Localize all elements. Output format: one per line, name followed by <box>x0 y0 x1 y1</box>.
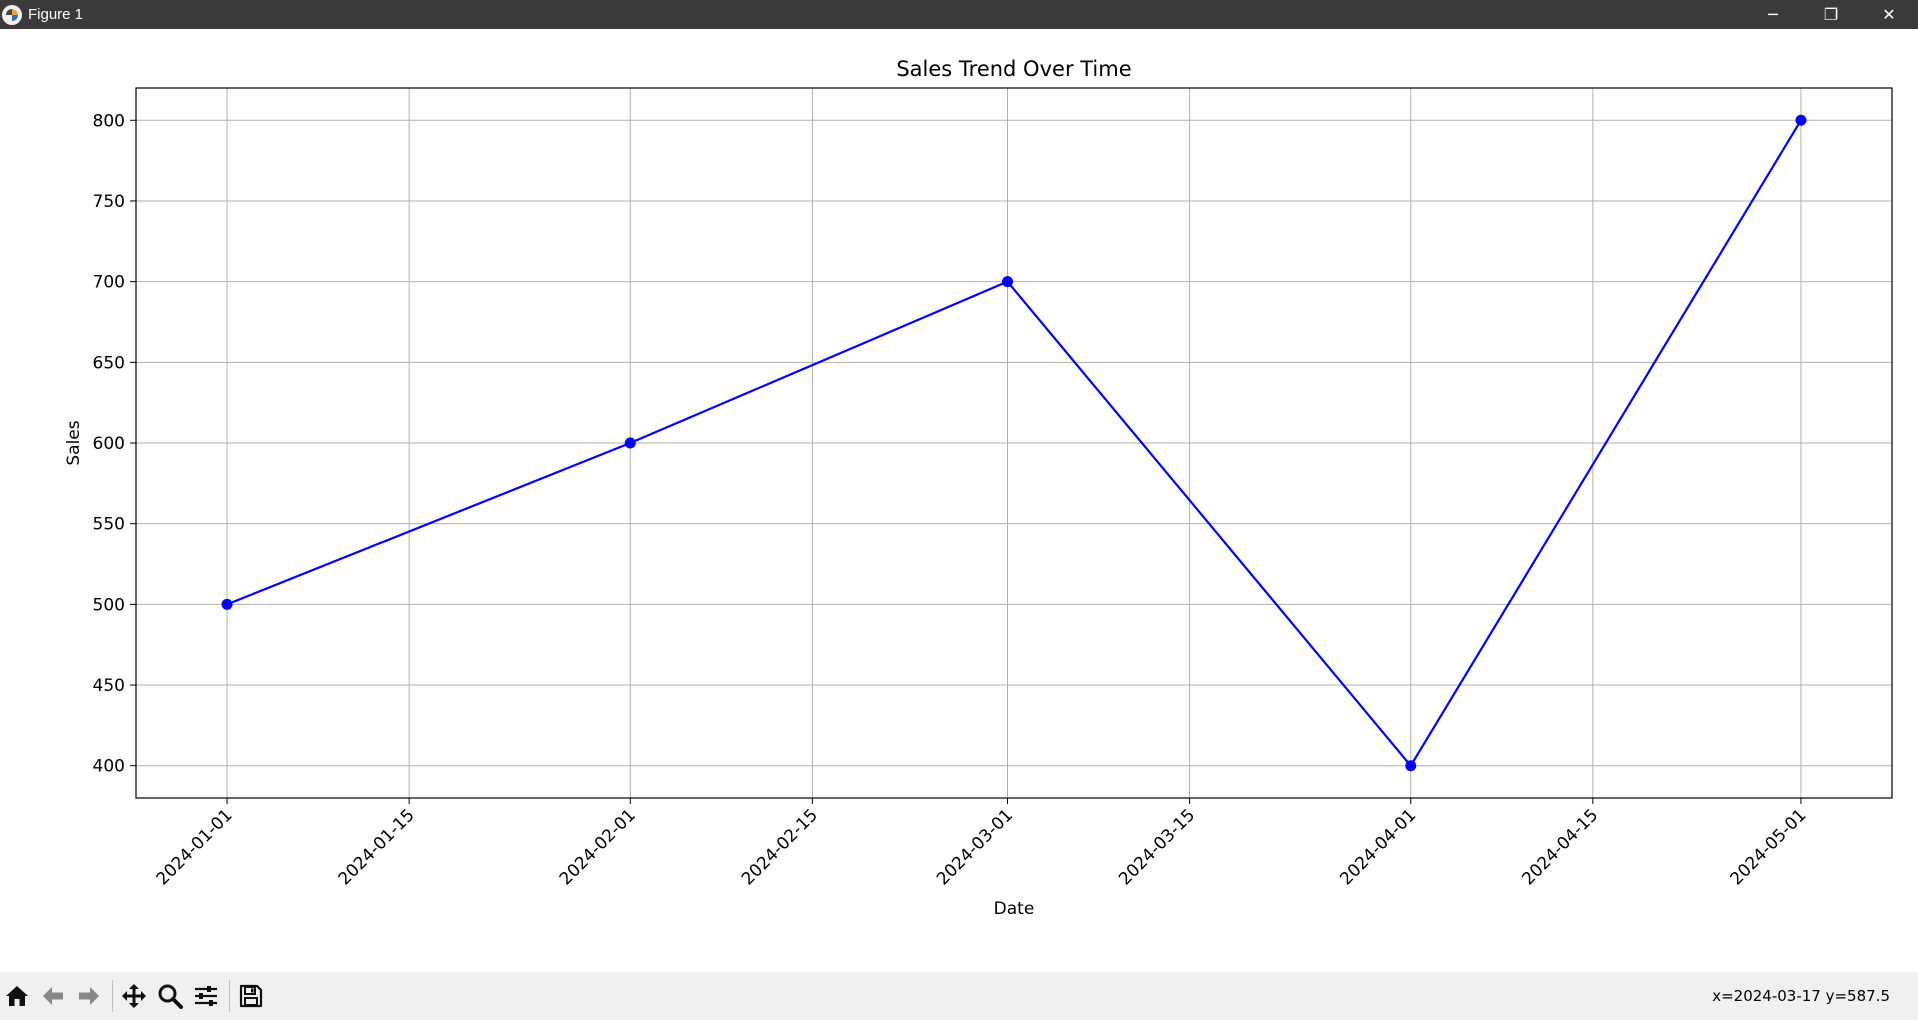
data-point <box>1405 760 1417 772</box>
y-axis-label: Sales <box>64 420 84 465</box>
y-tick-label: 750 <box>93 192 125 212</box>
chart-title: Sales Trend Over Time <box>896 57 1131 81</box>
x-tick-label: 2024-05-01 <box>1726 805 1810 889</box>
x-tick-label: 2024-04-01 <box>1336 805 1420 889</box>
maximize-button[interactable]: ❐ <box>1823 5 1839 24</box>
pan-button[interactable] <box>117 976 151 1016</box>
forward-button[interactable] <box>72 976 106 1016</box>
toolbar-separator <box>112 980 113 1012</box>
grid-lines <box>136 88 1892 798</box>
configure-subplots-icon <box>195 986 217 1006</box>
zoom-icon <box>158 984 183 1009</box>
window-controls: ─ ❐ ✕ <box>1744 0 1918 29</box>
home-button[interactable] <box>0 976 34 1016</box>
y-tick-label: 450 <box>93 676 125 696</box>
data-series <box>221 114 1807 772</box>
y-tick-label: 600 <box>93 434 125 454</box>
x-tick-label: 2024-01-15 <box>335 805 419 889</box>
minimize-button[interactable]: ─ <box>1768 5 1778 24</box>
axis-ticks: 2024-01-01 2024-01-15 2024-02-01 2024-02-15… <box>93 111 1811 889</box>
x-axis-label: Date <box>994 899 1035 919</box>
y-tick-label: 650 <box>93 353 125 373</box>
save-icon <box>239 984 263 1008</box>
x-tick-label: 2024-01-01 <box>153 805 237 889</box>
forward-icon <box>79 987 99 1005</box>
y-tick-label: 500 <box>93 595 125 615</box>
save-button[interactable] <box>234 976 268 1016</box>
y-tick-label: 400 <box>93 757 125 777</box>
x-tick-label: 2024-03-15 <box>1115 805 1199 889</box>
x-tick-label: 2024-02-01 <box>556 805 640 889</box>
back-icon <box>43 987 63 1005</box>
matplotlib-logo-icon <box>2 4 22 25</box>
y-tick-label: 800 <box>93 111 125 131</box>
y-tick-label: 700 <box>93 273 125 293</box>
home-icon <box>6 986 28 1006</box>
pan-icon <box>122 984 146 1008</box>
x-tick-label: 2024-04-15 <box>1518 805 1602 889</box>
zoom-button[interactable] <box>153 976 187 1016</box>
toolbar-separator <box>229 980 230 1012</box>
window-title: Figure 1 <box>28 6 84 23</box>
x-tick-label: 2024-03-01 <box>933 805 1017 889</box>
figure-canvas[interactable]: 2024-01-01 2024-01-15 2024-02-01 2024-02-15… <box>0 29 1918 972</box>
navigation-toolbar: x=2024-03-17 y=587.5 <box>0 972 1918 1020</box>
data-point <box>1001 276 1013 288</box>
close-button[interactable]: ✕ <box>1882 5 1896 24</box>
data-point <box>624 437 636 449</box>
data-point <box>1795 114 1807 126</box>
configure-subplots-button[interactable] <box>189 976 223 1016</box>
cursor-coordinates: x=2024-03-17 y=587.5 <box>1712 987 1890 1005</box>
x-tick-label: 2024-02-15 <box>738 805 822 889</box>
line-chart: 2024-01-01 2024-01-15 2024-02-01 2024-02-15… <box>64 57 1893 919</box>
back-button[interactable] <box>36 976 70 1016</box>
y-tick-label: 550 <box>93 515 125 535</box>
data-point <box>221 598 233 610</box>
window-titlebar: Figure 1 ─ ❐ ✕ <box>0 0 1918 29</box>
